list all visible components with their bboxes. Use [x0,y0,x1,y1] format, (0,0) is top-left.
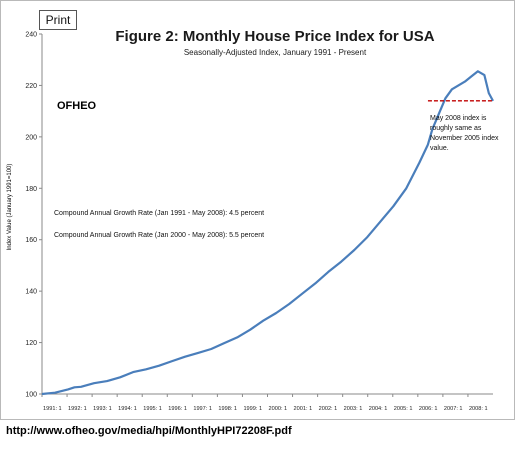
x-tick-label: 1991: 1 [43,406,62,412]
y-axis-ticks: 100 120 140 160 180 200 220 240 [25,32,42,399]
y-tick-label: 220 [25,83,37,90]
x-tick-label: 2004: 1 [369,406,388,412]
x-tick-label: 2003: 1 [344,406,363,412]
growth-annotation-2000: Compound Annual Growth Rate (Jan 2000 - … [54,232,265,239]
print-button[interactable]: Print [39,10,77,30]
index-note: May 2008 index is roughly same as Novemb… [430,115,499,152]
x-tick-label: 1998: 1 [218,406,237,412]
x-tick-label: 1997: 1 [193,406,212,412]
y-tick-label: 240 [25,32,37,39]
chart-title: Figure 2: Monthly House Price Index for … [115,28,435,45]
x-tick-label: 2006: 1 [419,406,438,412]
y-tick-label: 180 [25,186,37,193]
chart-subtitle: Seasonally-Adjusted Index, January 1991 … [183,48,367,57]
y-tick-label: 160 [25,237,37,244]
x-tick-label: 2001: 1 [294,406,313,412]
x-tick-label: 1995: 1 [143,406,162,412]
agency-label: OFHEO [57,100,97,112]
x-tick-label: 2008: 1 [469,406,488,412]
y-tick-label: 100 [25,392,37,399]
x-axis-ticks: 1991: 1 1992: 1 1993: 1 1994: 1 1995: 1 1996:… [41,394,488,412]
y-tick-label: 140 [25,289,37,296]
x-tick-label: 1992: 1 [68,406,87,412]
x-tick-label: 1993: 1 [93,406,112,412]
y-axis-label: Index Value (January 1991=100) [7,163,13,251]
x-tick-label: 1999: 1 [243,406,262,412]
y-tick-label: 200 [25,134,37,141]
hpi-series-line [41,70,494,396]
x-tick-label: 1994: 1 [118,406,137,412]
source-url[interactable]: http://www.ofheo.gov/media/hpi/MonthlyHP… [6,425,292,437]
series-group [41,70,494,396]
x-tick-label: 2000: 1 [269,406,288,412]
x-tick-label: 2005: 1 [394,406,413,412]
y-tick-label: 120 [25,340,37,347]
x-tick-label: 2007: 1 [444,406,463,412]
chart-frame [0,0,515,420]
x-tick-label: 2002: 1 [319,406,338,412]
x-tick-label: 1996: 1 [168,406,187,412]
growth-annotation-1991: Compound Annual Growth Rate (Jan 1991 - … [54,210,265,217]
